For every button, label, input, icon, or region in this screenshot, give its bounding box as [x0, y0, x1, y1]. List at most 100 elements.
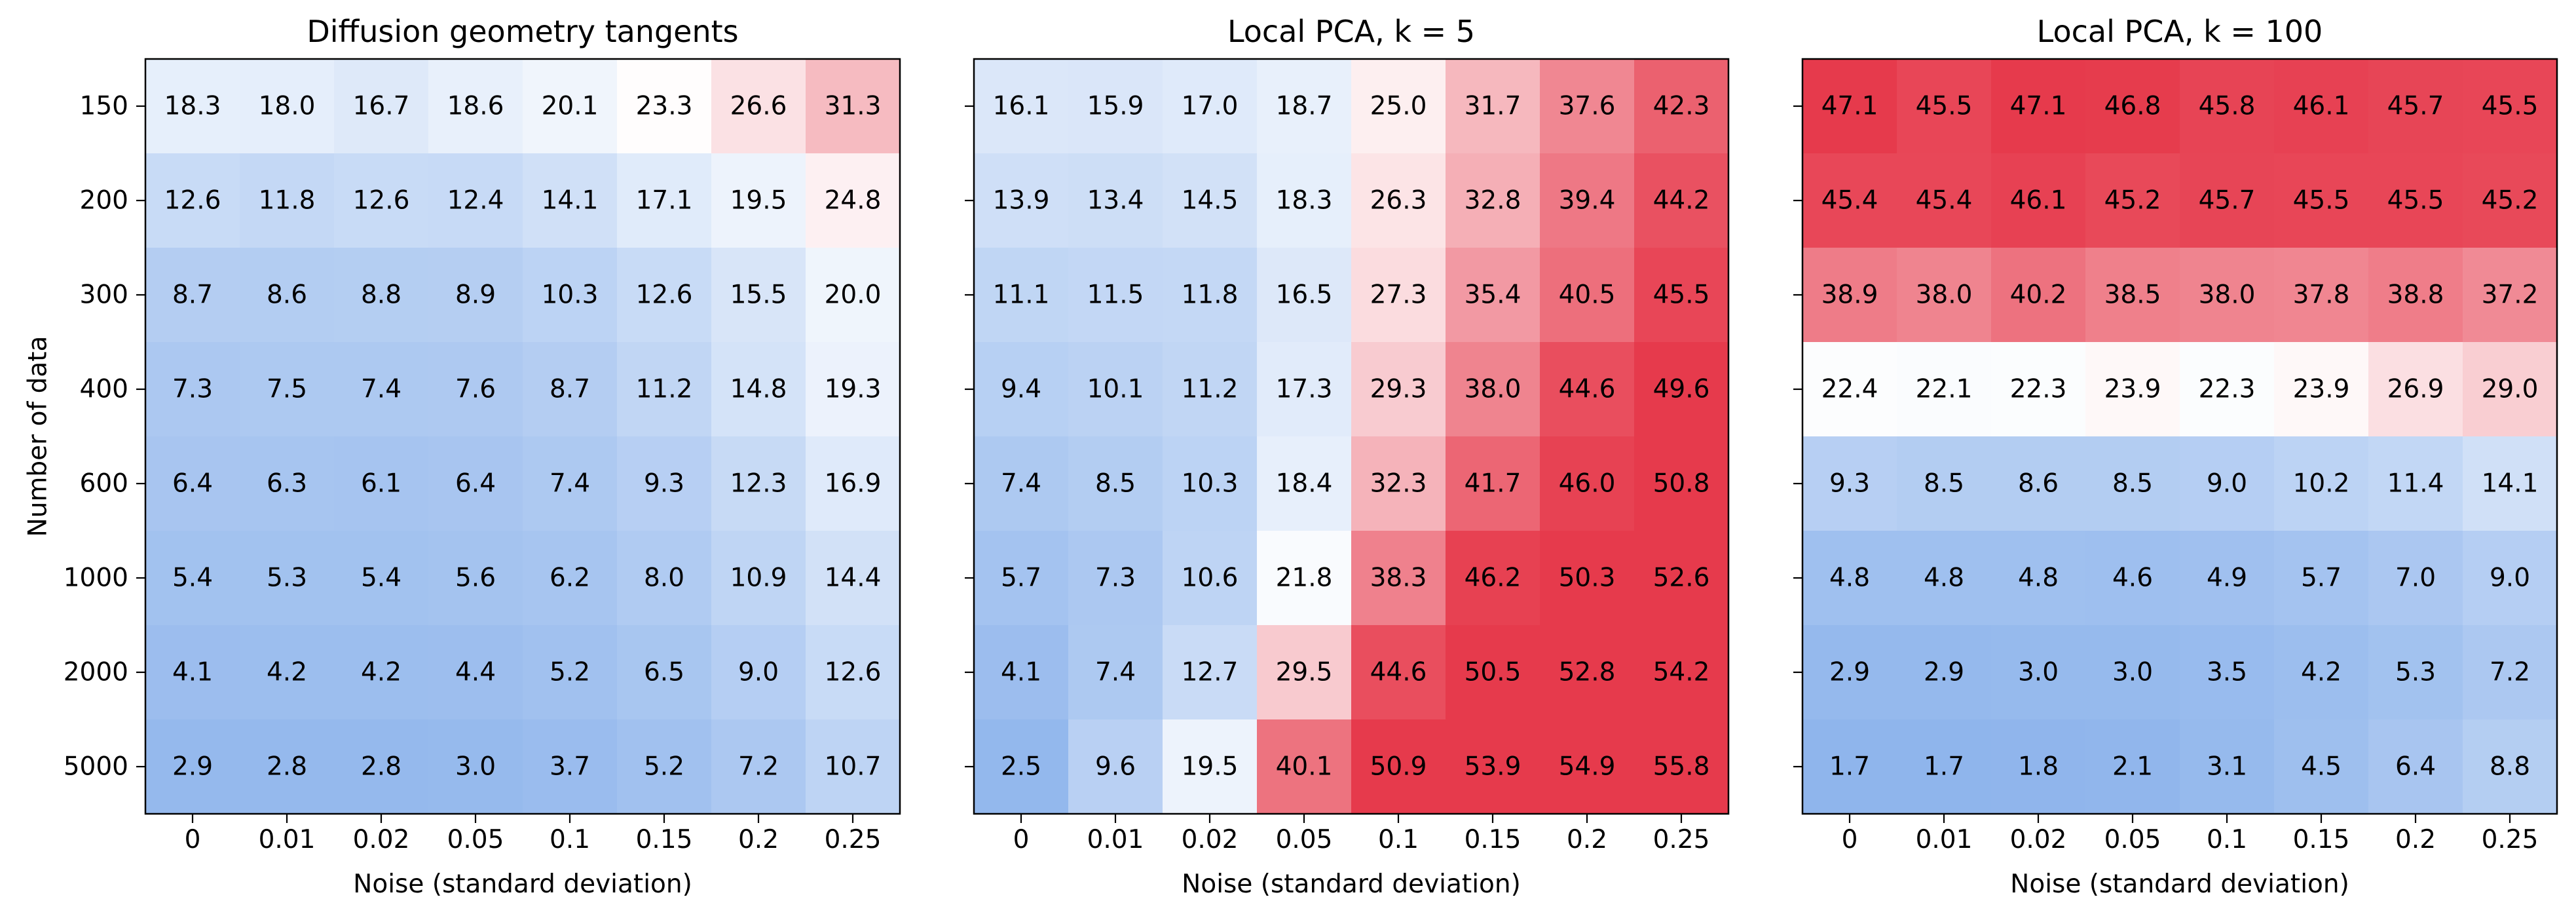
x-tick-label: 0.2 [1567, 825, 1607, 854]
heatmap-cell [1351, 719, 1446, 814]
cell-value-label: 29.5 [1276, 658, 1333, 687]
cell-value-label: 50.3 [1559, 564, 1616, 593]
heatmap-cell [1991, 342, 2086, 437]
heatmap-cell [1991, 248, 2086, 343]
cell-value-label: 40.1 [1276, 752, 1333, 782]
heatmap-cell [2180, 342, 2275, 437]
cell-value-label: 1.7 [1924, 752, 1964, 782]
heatmap-cell [1802, 153, 1897, 248]
cell-value-label: 37.2 [2482, 280, 2539, 310]
x-tick-label: 0.2 [738, 825, 779, 854]
heatmap-cell [711, 342, 806, 437]
heatmap-cell [617, 531, 712, 626]
cell-value-label: 2.5 [1001, 752, 1041, 782]
cell-value-label: 40.2 [2010, 280, 2067, 310]
heatmap-cell [711, 625, 806, 720]
cell-value-label: 37.6 [1559, 92, 1616, 121]
cell-value-label: 8.6 [267, 280, 307, 310]
cell-value-label: 31.7 [1465, 92, 1521, 121]
panel-title: Local PCA, k = 5 [1227, 14, 1475, 49]
heatmap-cell [1068, 719, 1163, 814]
heatmap-cell [806, 248, 901, 343]
heatmap-cell [1540, 531, 1635, 626]
cell-value-label: 47.1 [2010, 92, 2067, 121]
heatmap-cell [240, 342, 335, 437]
cell-value-label: 12.4 [447, 186, 504, 216]
x-tick-label: 0 [1013, 825, 1030, 854]
heatmap-cell [428, 436, 523, 531]
heatmap-cell [1897, 153, 1992, 248]
cell-value-label: 3.0 [2018, 658, 2059, 687]
plot-frame [144, 58, 901, 815]
cell-value-label: 44.2 [1653, 186, 1710, 216]
heatmap-cell [334, 153, 429, 248]
heatmap-cell [806, 153, 901, 248]
cell-value-label: 3.0 [2112, 658, 2153, 687]
cell-value-label: 1.8 [2018, 752, 2059, 782]
heatmap-cell [1991, 153, 2086, 248]
heatmap-cell [334, 531, 429, 626]
heatmap-cell [1991, 59, 2086, 154]
heatmap-cell [1634, 531, 1729, 626]
heatmap-cell [2274, 531, 2369, 626]
cell-value-label: 8.0 [644, 564, 684, 593]
heatmap-cell [334, 342, 429, 437]
heatmap-cell [1068, 248, 1163, 343]
heatmap-cell [1446, 531, 1540, 626]
heatmap-cell [2368, 625, 2463, 720]
cell-value-label: 6.2 [550, 564, 590, 593]
cell-value-label: 5.7 [1001, 564, 1041, 593]
heatmap-cell [2368, 719, 2463, 814]
cell-value-label: 11.8 [1182, 280, 1239, 310]
heatmap-cell [1351, 436, 1446, 531]
cell-value-label: 22.3 [2199, 375, 2256, 404]
heatmap-cell [1802, 248, 1897, 343]
heatmap-cell [1634, 248, 1729, 343]
heatmap-cell [1257, 59, 1352, 154]
cell-value-label: 45.5 [2387, 186, 2444, 216]
cell-value-label: 7.4 [1001, 469, 1041, 499]
x-tick-label: 0.02 [353, 825, 410, 854]
heatmap-cell [711, 153, 806, 248]
cell-value-label: 12.6 [825, 658, 882, 687]
x-tick-label: 0 [1842, 825, 1858, 854]
heatmap-cell [711, 248, 806, 343]
heatmap-cell [1991, 436, 2086, 531]
heatmap-cell [974, 248, 1069, 343]
heatmap-cell [1991, 719, 2086, 814]
heatmap-cell [1802, 625, 1897, 720]
cell-value-label: 2.9 [1924, 658, 1964, 687]
cell-value-label: 7.6 [455, 375, 496, 404]
heatmap-cell [334, 625, 429, 720]
heatmap-cell [334, 248, 429, 343]
heatmap-cell [1540, 153, 1635, 248]
cell-value-label: 7.2 [2490, 658, 2530, 687]
cell-value-label: 38.8 [2387, 280, 2444, 310]
heatmap-cell [240, 59, 335, 154]
heatmap-cell [617, 342, 712, 437]
heatmap-cell [974, 625, 1069, 720]
x-tick-label: 0.05 [447, 825, 504, 854]
cell-value-label: 6.4 [2395, 752, 2436, 782]
cell-value-label: 6.4 [455, 469, 496, 499]
x-tick-label: 0.25 [825, 825, 882, 854]
heatmap-cell [806, 59, 901, 154]
heatmap-cell [428, 342, 523, 437]
heatmap-cell [523, 248, 618, 343]
cell-value-label: 4.5 [2301, 752, 2342, 782]
cell-value-label: 45.8 [2199, 92, 2256, 121]
heatmap-cell [1163, 531, 1258, 626]
heatmap-cell [1634, 59, 1729, 154]
y-tick-label: 150 [80, 92, 128, 121]
cell-value-label: 18.4 [1276, 469, 1333, 499]
cell-value-label: 8.9 [455, 280, 496, 310]
y-tick-label: 400 [80, 375, 128, 404]
cell-value-label: 9.3 [1829, 469, 1870, 499]
cell-value-label: 18.3 [1276, 186, 1333, 216]
cell-value-label: 8.7 [172, 280, 213, 310]
cell-value-label: 18.6 [447, 92, 504, 121]
cell-value-label: 14.8 [730, 375, 787, 404]
heatmap-cell [1446, 719, 1540, 814]
heatmap-cell [240, 248, 335, 343]
cell-value-label: 19.5 [730, 186, 787, 216]
